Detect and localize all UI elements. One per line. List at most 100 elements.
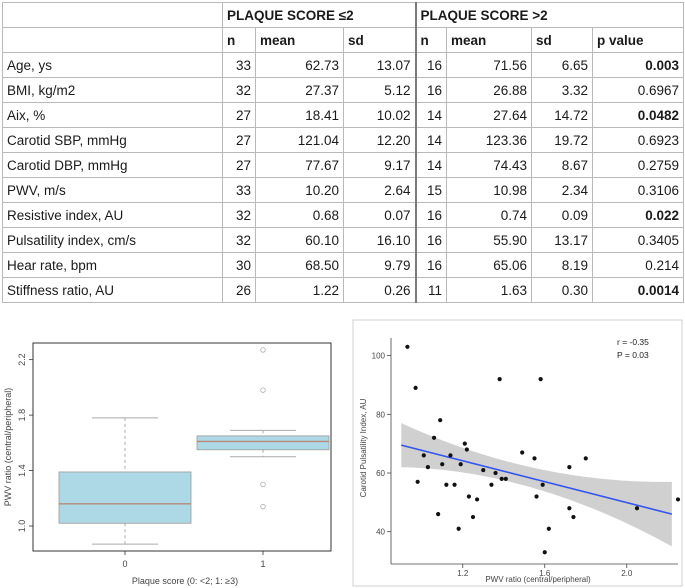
box-y-tick-label: 1.0 bbox=[17, 520, 27, 533]
header-n2: n bbox=[414, 27, 448, 53]
scatter-point bbox=[542, 550, 547, 555]
box-x-tick-label: 1 bbox=[260, 559, 265, 569]
group2-title: PLAQUE SCORE >2 bbox=[414, 2, 685, 28]
sd2-cell: 8.67 bbox=[531, 152, 594, 178]
scatter-points bbox=[405, 344, 681, 555]
n2-cell: 14 bbox=[414, 127, 448, 153]
row-label: Carotid DBP, mmHg bbox=[2, 152, 223, 178]
box-outlier bbox=[260, 387, 266, 393]
scatter-y-tick-label: 100 bbox=[372, 352, 386, 361]
p-value-cell: 0.6923 bbox=[592, 127, 685, 153]
sd1-cell: 5.12 bbox=[342, 77, 417, 103]
table-row: Aix, % 27 18.41 10.02 14 27.64 14.72 0.0482 bbox=[2, 102, 685, 128]
p-value-cell: 0.022 bbox=[592, 202, 685, 228]
p-value-cell: 0.0482 bbox=[592, 102, 685, 128]
mean1-cell: 1.22 bbox=[255, 277, 344, 303]
sd1-cell: 16.10 bbox=[342, 227, 417, 253]
mean2-cell: 27.64 bbox=[446, 102, 533, 128]
p-value-cell: 0.3106 bbox=[592, 177, 685, 203]
scatter-x-tick-label: 1.6 bbox=[539, 569, 551, 578]
table-row: BMI, kg/m2 32 27.37 5.12 16 26.88 3.32 0.6967 bbox=[2, 77, 685, 103]
header-sd2: sd bbox=[531, 27, 594, 53]
box-iqr bbox=[58, 471, 192, 524]
mean1-cell: 68.50 bbox=[255, 252, 344, 278]
scatter-point bbox=[415, 479, 420, 484]
header-n1: n bbox=[222, 27, 256, 53]
scatter-y-tick-label: 40 bbox=[376, 528, 385, 537]
scatter-point bbox=[489, 482, 494, 487]
scatter-y-tick-label: 60 bbox=[376, 469, 385, 478]
p-value-cell: 0.2759 bbox=[592, 152, 685, 178]
box-outlier bbox=[260, 503, 266, 510]
scatter-y-tick-label: 80 bbox=[376, 410, 385, 419]
mean2-cell: 10.98 bbox=[446, 177, 533, 203]
box-y-tick-label: 2.2 bbox=[17, 353, 27, 366]
n1-cell: 26 bbox=[222, 277, 256, 303]
n2-cell: 16 bbox=[414, 52, 448, 78]
confidence-band bbox=[401, 423, 672, 547]
mean1-cell: 121.04 bbox=[255, 127, 344, 153]
scatter-point bbox=[567, 465, 572, 470]
scatter-point bbox=[405, 344, 410, 349]
table-row: PWV, m/s 33 10.20 2.64 15 10.98 2.34 0.3106 bbox=[2, 177, 685, 203]
box-iqr bbox=[196, 435, 330, 451]
n2-cell: 14 bbox=[414, 102, 448, 128]
sd2-cell: 0.30 bbox=[531, 277, 594, 303]
scatter-x-axis-label: PWV ratio (central/peripheral) bbox=[485, 575, 591, 584]
mean1-cell: 60.10 bbox=[255, 227, 344, 253]
mean2-cell: 0.74 bbox=[446, 202, 533, 228]
mean2-cell: 74.43 bbox=[446, 152, 533, 178]
mean2-cell: 1.63 bbox=[446, 277, 533, 303]
n1-cell: 32 bbox=[222, 227, 256, 253]
p-value-cell: 0.6967 bbox=[592, 77, 685, 103]
sd1-cell: 13.07 bbox=[342, 52, 417, 78]
p-value-cell: 0.003 bbox=[592, 52, 685, 78]
table-row: Carotid SBP, mmHg 27 121.04 12.20 14 123.36 19… bbox=[2, 127, 685, 153]
scatter-point bbox=[540, 482, 545, 487]
scatter-point bbox=[503, 476, 508, 481]
n1-cell: 32 bbox=[222, 77, 256, 103]
table-group-header: PLAQUE SCORE ≤2 PLAQUE SCORE >2 bbox=[2, 2, 685, 28]
n1-cell: 32 bbox=[222, 202, 256, 228]
scatter-point bbox=[538, 376, 543, 382]
n1-cell: 33 bbox=[222, 177, 256, 203]
scatter-point bbox=[532, 456, 537, 461]
mean2-cell: 26.88 bbox=[446, 77, 533, 103]
scatter-point bbox=[452, 482, 457, 487]
n1-cell: 33 bbox=[222, 52, 256, 78]
table-row: Pulsatility index, cm/s 32 60.10 16.10 16 55.… bbox=[2, 227, 685, 253]
scatter-point bbox=[436, 512, 441, 517]
table-corner bbox=[2, 2, 223, 28]
n2-cell: 15 bbox=[414, 177, 448, 203]
scatter-point bbox=[675, 497, 681, 502]
table-row: Hear rate, bpm 30 68.50 9.79 16 65.06 8.19 0.21… bbox=[2, 252, 685, 278]
table-row: Carotid DBP, mmHg 27 77.67 9.17 14 74.43 8.67 0… bbox=[2, 152, 685, 178]
sd1-cell: 2.64 bbox=[342, 177, 417, 203]
row-label: PWV, m/s bbox=[2, 177, 223, 203]
row-label: Pulsatility index, cm/s bbox=[2, 227, 223, 253]
scatter-x-tick-label: 2.0 bbox=[621, 569, 633, 578]
n2-cell: 16 bbox=[414, 77, 448, 103]
row-label: Hear rate, bpm bbox=[2, 252, 223, 278]
scatter-point bbox=[438, 418, 443, 423]
mean1-cell: 77.67 bbox=[255, 152, 344, 178]
scatter-y-axis: 40 60 80 100 bbox=[372, 352, 391, 537]
p-value-cell: 0.3405 bbox=[592, 227, 685, 253]
mean2-cell: 55.90 bbox=[446, 227, 533, 253]
table-body: n mean sd n mean sd p value Age, ys 33 62.… bbox=[2, 27, 685, 303]
scatter-point bbox=[444, 482, 449, 487]
mean1-cell: 18.41 bbox=[255, 102, 344, 128]
box-x-axis-label: Plaque score (0: <2; 1: ≥3) bbox=[132, 576, 238, 586]
scatter-point bbox=[464, 447, 469, 452]
box-y-axis-label: PWV ratio (central/peripheral) bbox=[3, 388, 13, 507]
n2-cell: 16 bbox=[414, 202, 448, 228]
scatter-point bbox=[448, 453, 453, 458]
box-y-tick-label: 1.4 bbox=[17, 464, 27, 477]
row-label: Carotid SBP, mmHg bbox=[2, 127, 223, 153]
scatter-point bbox=[413, 385, 418, 390]
table-row: Resistive index, AU 32 0.68 0.07 16 0.74 0.09 0… bbox=[2, 202, 685, 228]
scatter-point bbox=[456, 526, 461, 531]
scatter-point bbox=[458, 462, 463, 467]
scatter-point bbox=[534, 494, 539, 499]
